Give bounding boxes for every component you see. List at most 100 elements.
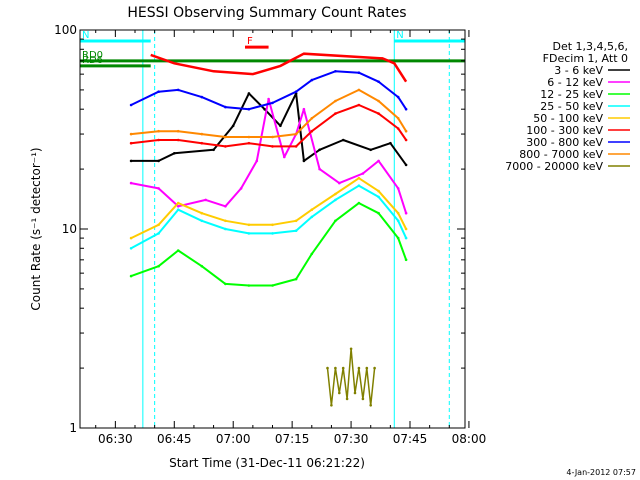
data-point-8-11: [369, 404, 373, 407]
legend-label-8: 7000 - 20000 keV: [505, 160, 603, 173]
data-point-1-6: [255, 159, 259, 163]
data-point-6-11: [377, 80, 380, 83]
data-point-2-10: [357, 201, 361, 205]
data-point-2-11: [377, 211, 380, 215]
data-point-7-5: [247, 135, 251, 139]
data-point-7-3: [200, 132, 204, 136]
data-point-7-0: [129, 132, 133, 136]
data-point-2-5: [247, 284, 251, 287]
timestamp: 4-Jan-2012 07:57: [566, 468, 636, 477]
data-point-5-9: [334, 112, 337, 115]
data-point-5-12: [396, 127, 400, 130]
data-point-6-13: [404, 107, 408, 111]
data-point-4-1: [157, 223, 160, 227]
data-point-1-3: [204, 198, 207, 202]
legend-header-1: FDecim 1, Att 0: [543, 52, 628, 65]
data-point-2-9: [334, 219, 337, 223]
data-point-8-9: [361, 397, 365, 401]
data-point-3-11: [377, 195, 380, 199]
series-line-6: [130, 70, 407, 111]
legend-label-2: 12 - 25 keV: [540, 88, 603, 101]
data-point-3-6: [271, 232, 274, 235]
legend: Det 1,3,4,5,6,FDecim 1, Att 03 - 6 keV6 …: [505, 40, 630, 173]
data-point-4-9: [334, 192, 337, 196]
data-point-4-10: [357, 176, 361, 180]
data-point-4-5: [247, 223, 251, 227]
data-point-6-9: [334, 70, 337, 73]
x-tick-label-5: 07:45: [393, 432, 428, 446]
data-point-8-4: [341, 366, 345, 370]
x-axis-label: Start Time (31-Dec-11 06:21:22): [169, 456, 365, 470]
data-point-3-2: [176, 208, 180, 211]
data-point-0-5: [247, 92, 251, 95]
data-point-1-14: [377, 159, 380, 163]
data-point-0-13: [389, 141, 392, 145]
data-point-5-4: [224, 145, 227, 148]
data-point-0-7: [279, 124, 282, 128]
x-tick-label-4: 07:30: [334, 432, 369, 446]
data-point-6-3: [200, 95, 204, 99]
data-point-7-13: [404, 129, 408, 133]
axes: 06:30 06:45 07:00 07:15 07:30 07:45 08:00 1 10 10…: [54, 23, 486, 446]
data-point-1-1: [157, 187, 160, 190]
data-point-8-1: [330, 404, 333, 407]
data-point-7-8: [310, 117, 314, 120]
data-point-3-12: [396, 219, 400, 223]
data-point-5-3: [200, 141, 204, 145]
x-tick-label-0: 06:30: [98, 432, 133, 446]
data-point-5-5: [247, 141, 251, 145]
data-point-6-8: [310, 78, 314, 82]
data-point-5-8: [310, 129, 314, 133]
data-point-5-1: [157, 138, 160, 142]
data-point-6-6: [271, 101, 274, 105]
data-point-7-11: [377, 99, 380, 103]
legend-label-5: 100 - 300 keV: [526, 124, 603, 137]
data-point-1-5: [239, 187, 243, 190]
legend-header-0: Det 1,3,4,5,6,: [552, 40, 628, 53]
legend-label-3: 25 - 50 keV: [540, 100, 603, 113]
data-point-1-16: [404, 211, 408, 215]
data-point-5-2: [176, 138, 180, 142]
y-tick-label-1: 10: [62, 222, 77, 236]
data-point-1-11: [318, 167, 321, 171]
data-point-0-10: [318, 148, 321, 152]
series-line-4: [130, 177, 407, 240]
series-line-2: [130, 202, 408, 287]
data-point-3-8: [310, 215, 314, 219]
data-point-8-12: [373, 366, 376, 370]
data-point-4-0: [129, 236, 133, 240]
data-point-3-5: [247, 232, 251, 235]
data-point-0-14: [404, 163, 408, 167]
data-point-8-2: [334, 366, 337, 370]
data-point-5-10: [357, 103, 361, 107]
attenuator-trace: [150, 52, 408, 83]
chart-title: HESSI Observing Summary Count Rates: [127, 5, 406, 21]
legend-label-6: 300 - 800 keV: [526, 136, 603, 149]
data-point-2-7: [294, 277, 298, 281]
data-point-3-0: [129, 247, 133, 250]
data-point-0-0: [129, 159, 133, 163]
y-tick-label-0: 1: [69, 421, 77, 435]
state-bar-label-0: N: [82, 30, 89, 41]
data-point-1-13: [361, 172, 365, 175]
state-bar-label-3: RD6: [82, 55, 103, 66]
data-point-4-7: [294, 219, 298, 223]
data-point-0-11: [341, 138, 345, 142]
data-point-0-12: [369, 148, 373, 152]
x-tick-label-3: 07:15: [275, 432, 310, 446]
data-point-2-4: [224, 282, 227, 286]
data-point-7-4: [224, 135, 227, 139]
data-point-2-2: [176, 249, 180, 252]
data-point-2-8: [310, 252, 314, 256]
data-point-2-0: [129, 274, 133, 278]
data-point-3-7: [294, 229, 298, 232]
x-tick-label-1: 06:45: [157, 432, 192, 446]
x-tick-label-2: 07:00: [216, 432, 251, 446]
y-tick-label-2: 100: [54, 23, 77, 37]
series-line-5: [130, 104, 407, 148]
data-point-1-8: [283, 155, 286, 159]
data-point-4-6: [271, 223, 274, 227]
